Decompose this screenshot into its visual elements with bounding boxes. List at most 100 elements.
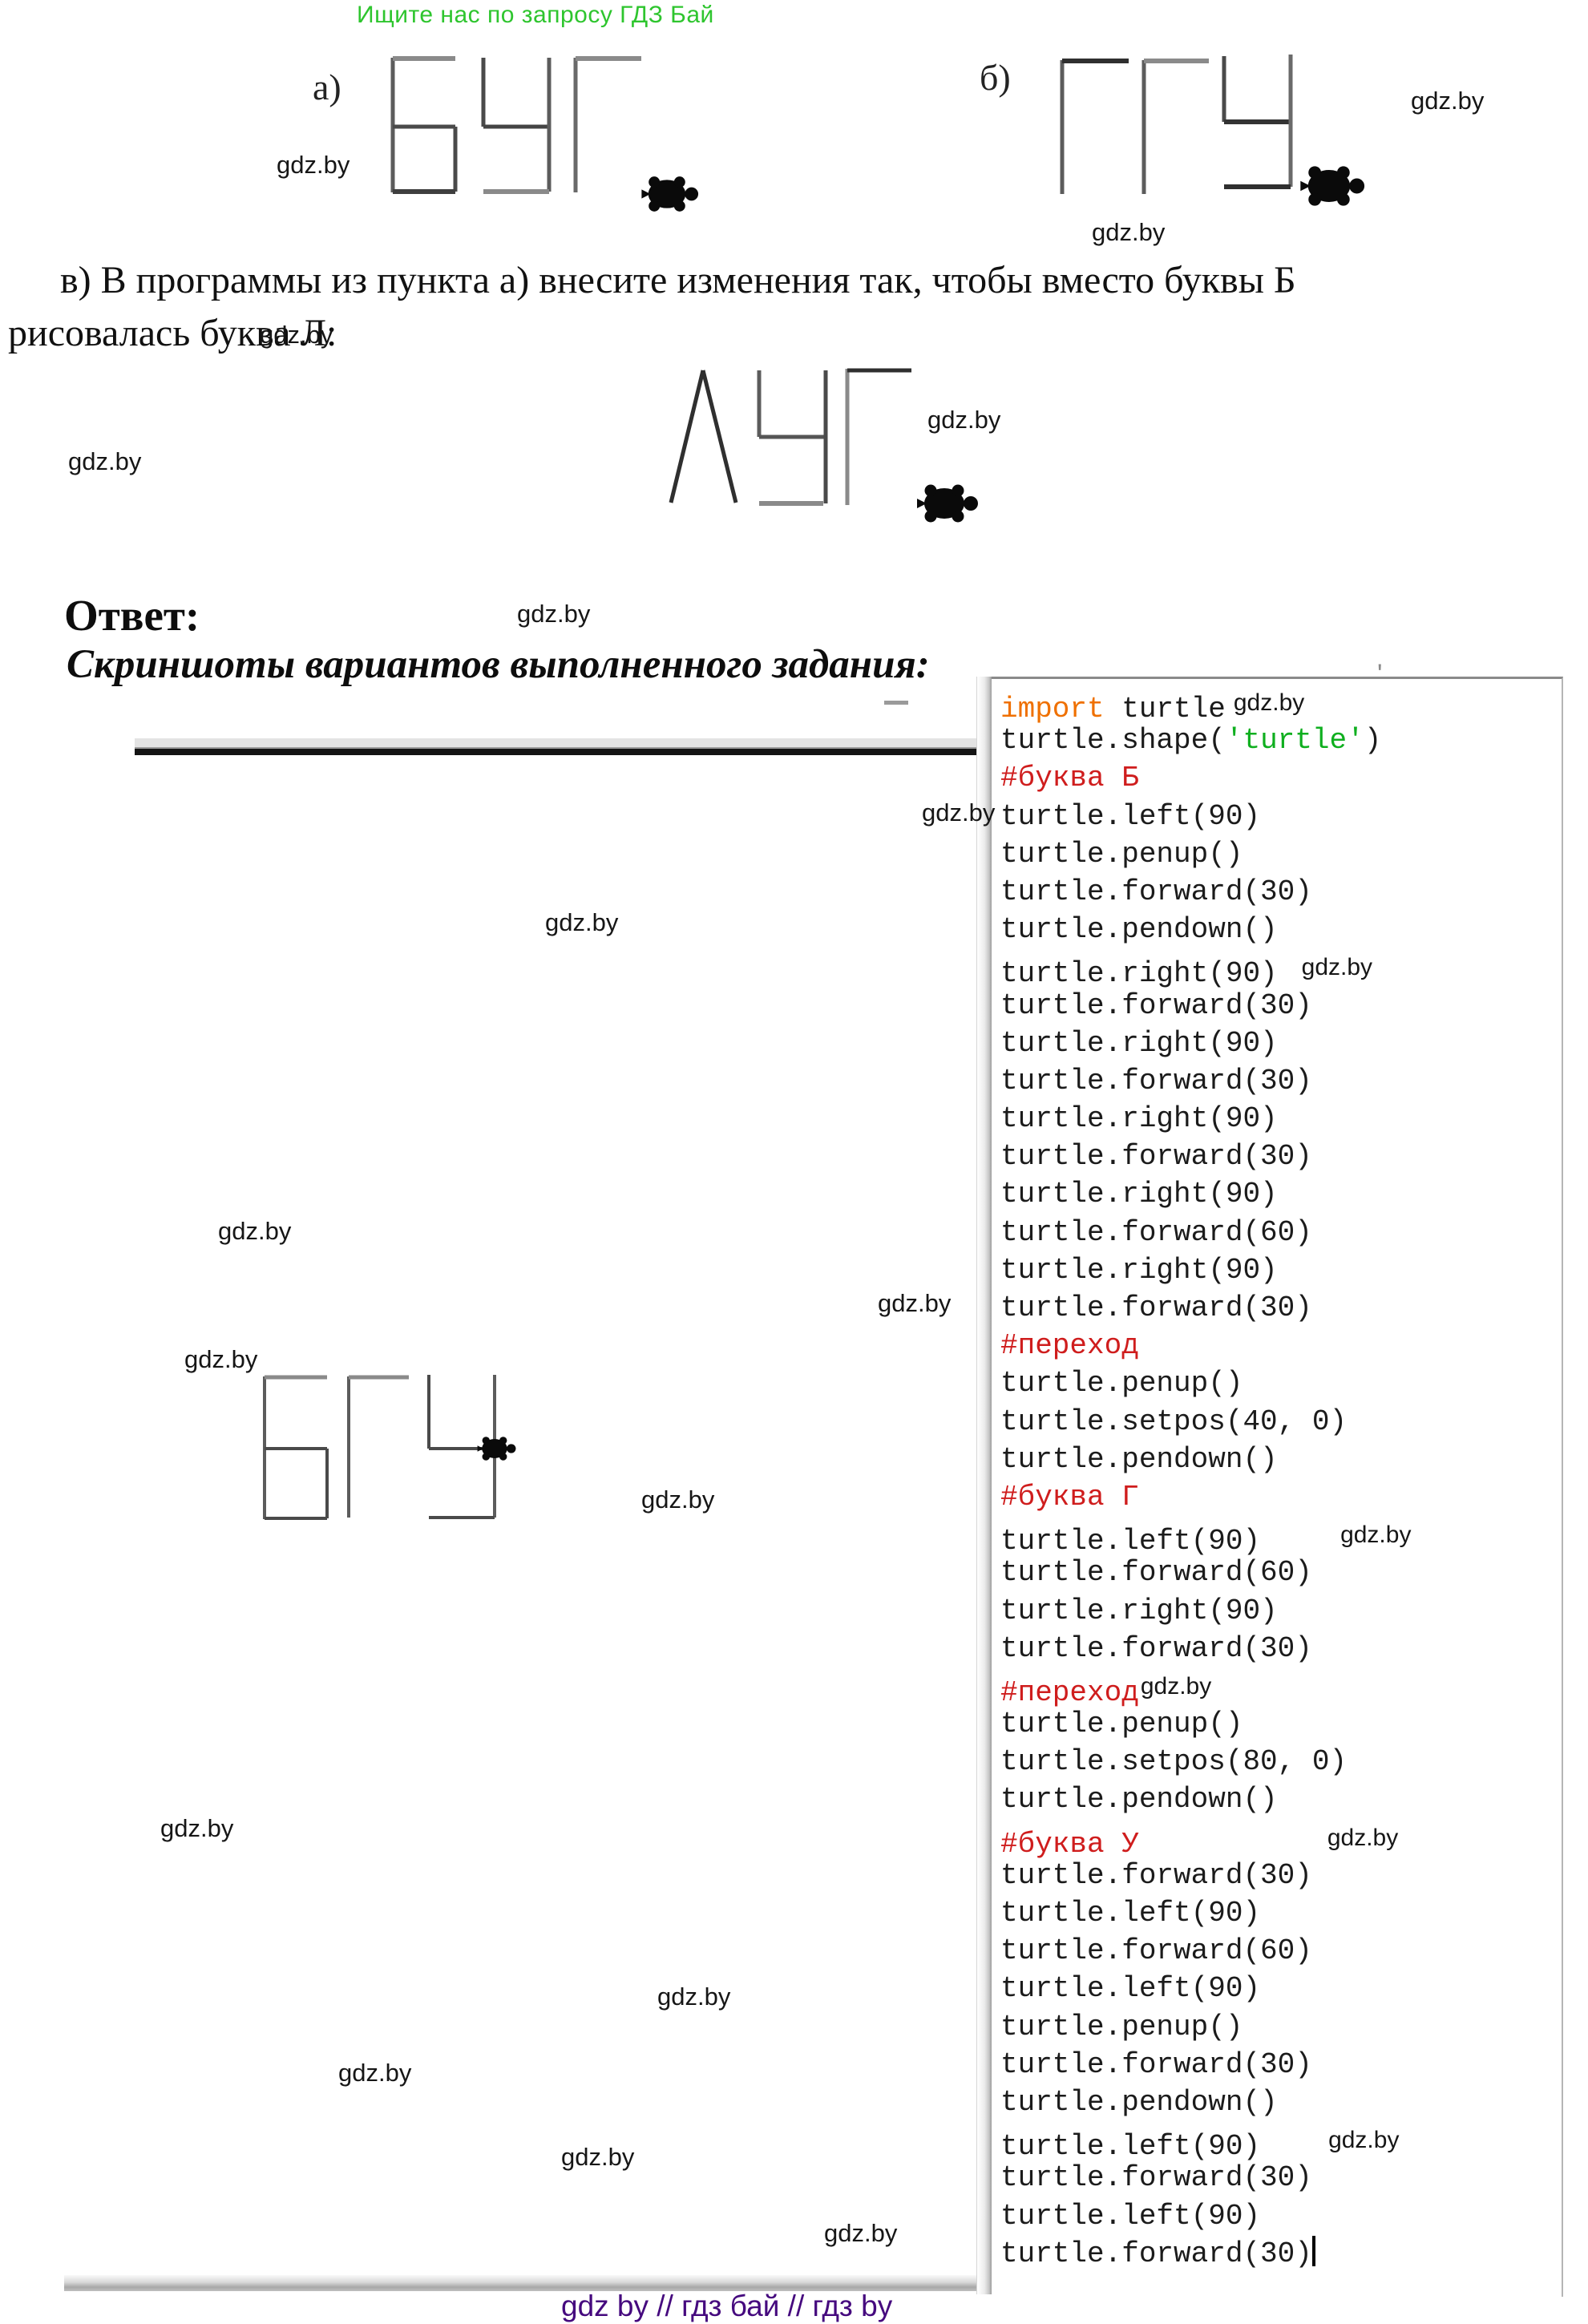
code-line[interactable]: turtle.forward(30) [1000, 1857, 1411, 1894]
gdz-watermark: gdz.by [1140, 1672, 1212, 1700]
code-token: turtle [1104, 693, 1226, 725]
code-line[interactable]: #переходgdz.by [1000, 1667, 1411, 1709]
gdz-watermark: gdz.by [1233, 689, 1305, 716]
code-line[interactable]: turtle.pendown() [1000, 1441, 1411, 1478]
code-line[interactable]: turtle.shape('turtle') [1000, 721, 1411, 759]
code-token: turtle.right(90) [1000, 1102, 1278, 1136]
code-token: turtle.left(90) [1000, 2130, 1261, 2164]
code-line[interactable]: turtle.penup() [1000, 1705, 1411, 1743]
code-token: #переход [1000, 1675, 1139, 1709]
code-line[interactable]: #буква Г [1000, 1478, 1411, 1516]
code-line[interactable]: turtle.forward(60) [1000, 1932, 1411, 1970]
gdz-watermark: gdz.by [218, 1217, 292, 1245]
footer-site-text: gdz by // гдз бай // гдз by [561, 2290, 893, 2322]
code-token: turtle.pendown() [1000, 913, 1278, 947]
code-line[interactable]: turtle.pendown() [1000, 911, 1411, 948]
code-token: turtle.pendown() [1000, 2085, 1278, 2119]
code-token: #переход [1000, 1329, 1139, 1363]
window-top-border [135, 738, 988, 755]
code-line[interactable]: turtle.setpos(80, 0) [1000, 1743, 1411, 1780]
gdz-watermark: gdz.by [160, 1814, 234, 1842]
code-line[interactable]: turtle.penup() [1000, 1364, 1411, 1402]
code-line[interactable]: #переход [1000, 1327, 1411, 1364]
part-b-label: б) [980, 57, 1011, 98]
code-line[interactable]: turtle.left(90) [1000, 1970, 1411, 2007]
code-line[interactable]: turtle.forward(30) [1000, 873, 1411, 911]
code-line[interactable]: turtle.pendown() [1000, 1780, 1411, 1818]
gdz-watermark: gdz.by [1092, 218, 1166, 246]
code-line[interactable]: turtle.left(90) [1000, 798, 1411, 835]
code-token: import [1000, 693, 1105, 725]
code-token: turtle.forward(30) [1000, 2161, 1312, 2195]
code-token: turtle.right(90) [1000, 1026, 1278, 1060]
code-line[interactable]: turtle.forward(30) [1000, 2046, 1411, 2084]
code-line[interactable]: import turtle gdz.by [1000, 684, 1411, 725]
gdz-watermark: gdz.by [260, 321, 333, 349]
code-token: turtle.forward(30) [1000, 1291, 1312, 1324]
code-lines-container: import turtle gdz.by turtle.shape('turtle'… [1000, 684, 1411, 2273]
code-line[interactable]: turtle.right(90) [1000, 1175, 1411, 1213]
code-line[interactable]: turtle.setpos(40, 0) [1000, 1403, 1411, 1441]
code-token: turtle.left(90) [1000, 1525, 1261, 1558]
gdz-watermark: gdz.by [517, 600, 591, 628]
part-a-label: а) [313, 67, 341, 107]
code-line[interactable]: turtle.right(90) [1000, 1592, 1411, 1630]
code-token: turtle.forward(30) [1000, 1858, 1312, 1892]
code-token: turtle.pendown() [1000, 1783, 1278, 1817]
code-line[interactable]: #буква У gdz.by [1000, 1819, 1411, 1861]
code-line[interactable]: turtle.left(90) [1000, 1894, 1411, 1932]
code-line[interactable]: turtle.right(90) [1000, 1100, 1411, 1138]
turtle-icon [1300, 166, 1365, 206]
editor-scrollbar[interactable] [976, 677, 992, 2294]
code-line[interactable]: turtle.left(90) [1000, 2197, 1411, 2235]
window-minimize-dash[interactable] [884, 701, 908, 705]
code-token: turtle.shape( [1000, 724, 1226, 758]
text-cursor [1311, 2235, 1315, 2266]
gdz-watermark: gdz.by [1411, 87, 1485, 115]
gdz-watermark: gdz.by [657, 1982, 731, 2011]
code-line[interactable]: turtle.forward(30) [1000, 2235, 1411, 2273]
code-token: turtle.forward(30) [1000, 875, 1312, 908]
code-line[interactable]: turtle.forward(30) [1000, 1062, 1411, 1100]
code-token: turtle.left(90) [1000, 2199, 1261, 2233]
code-token: turtle.right(90) [1000, 957, 1278, 991]
code-line[interactable]: turtle.right(90) [1000, 1251, 1411, 1289]
code-editor-area[interactable]: import turtle gdz.by turtle.shape('turtle'… [991, 677, 1563, 2297]
gdz-watermark: gdz.by [277, 151, 350, 179]
code-line[interactable]: turtle.right(90) [1000, 1025, 1411, 1062]
gdz-watermark: gdz.by [878, 1289, 952, 1317]
gdz-watermark: gdz.by [1340, 1522, 1412, 1549]
gdz-watermark: gdz.by [545, 908, 619, 936]
code-line[interactable]: turtle.forward(30) [1000, 2159, 1411, 2197]
task-v-text-line2: рисовалась буква Л: [8, 312, 337, 354]
gdz-watermark: gdz.by [68, 447, 142, 475]
code-line[interactable]: turtle.forward(30) [1000, 1289, 1411, 1327]
turtle-drawing-a-bug [390, 56, 699, 212]
code-line[interactable]: turtle.penup() [1000, 2008, 1411, 2046]
code-line[interactable]: #буква Б [1000, 759, 1411, 797]
code-line[interactable]: turtle.penup() [1000, 835, 1411, 873]
code-line[interactable]: turtle.left(90) gdz.by [1000, 2121, 1411, 2163]
code-line[interactable]: turtle.forward(30) [1000, 987, 1411, 1025]
code-line[interactable]: turtle.forward(30) [1000, 1630, 1411, 1667]
turtle-drawing-v-lug [669, 368, 978, 523]
gdz-watermark: gdz.by [338, 2059, 412, 2087]
window-artifact-mark: ' [1377, 659, 1383, 689]
code-line[interactable]: turtle.forward(60) [1000, 1214, 1411, 1251]
code-line[interactable]: turtle.right(90) gdz.by [1000, 948, 1411, 990]
code-line[interactable]: turtle.forward(60) [1000, 1554, 1411, 1591]
gdz-watermark: gdz.by [824, 2219, 898, 2247]
code-line[interactable]: turtle.left(90) gdz.by [1000, 1516, 1412, 1558]
window-bottom-border [64, 2275, 976, 2291]
answer-heading: Ответ: [64, 591, 200, 640]
code-line[interactable]: turtle.pendown() [1000, 2084, 1411, 2121]
code-token: turtle.setpos(40, 0) [1000, 1405, 1348, 1438]
code-token: ) [1364, 724, 1382, 758]
turtle-icon [477, 1437, 516, 1461]
code-line[interactable]: turtle.forward(30) [1000, 1138, 1411, 1175]
code-token: turtle.left(90) [1000, 1897, 1261, 1930]
code-token: turtle.forward(30) [1000, 1064, 1312, 1097]
code-token: #буква Г [1000, 1480, 1139, 1514]
task-v-text-line1: в) В программы из пункта а) внесите изме… [60, 259, 1296, 301]
code-token: turtle.forward(30) [1000, 2237, 1312, 2270]
